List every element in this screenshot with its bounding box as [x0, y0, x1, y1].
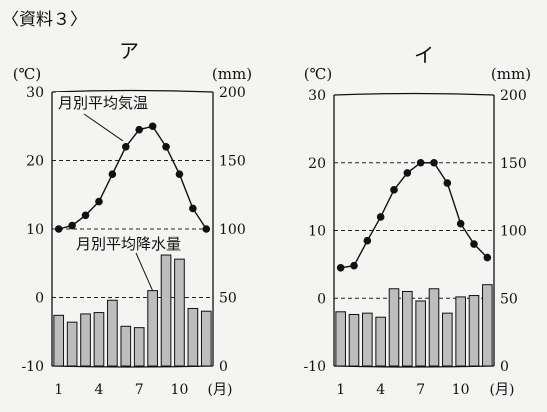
precip-bar — [335, 311, 346, 367]
precip-tick-label: 0 — [500, 359, 509, 375]
temp-tick-label: 20 — [308, 156, 326, 172]
month-tick-label: 4 — [376, 382, 385, 398]
temperature-point — [148, 122, 157, 131]
precip-tick-label: 200 — [500, 88, 527, 104]
month-tick-label: 4 — [94, 382, 103, 398]
temperature-point — [483, 253, 492, 262]
temp-tick-label: 10 — [26, 222, 44, 238]
temp-tick-label: 0 — [35, 291, 44, 307]
temperature-point — [135, 125, 144, 134]
month-tick-label: 7 — [416, 382, 425, 398]
month-tick-label: 10 — [171, 382, 189, 398]
temperature-point — [350, 261, 358, 270]
month-unit-label: (月) — [490, 382, 515, 398]
precip-bar — [482, 284, 493, 367]
precip-tick-label: 50 — [219, 291, 237, 307]
precip-tick-label: 50 — [500, 291, 518, 307]
month-tick-label: 1 — [336, 382, 345, 398]
temperature-point — [175, 170, 184, 178]
temperature-point — [202, 225, 211, 233]
temperature-point — [336, 263, 345, 272]
precip-bar — [428, 288, 440, 367]
temperature-point — [390, 186, 398, 194]
temperature-point — [443, 179, 452, 187]
precip-bar — [187, 307, 199, 367]
precip-series-label: 月別平均降水量 — [76, 235, 181, 253]
temperature-point — [456, 219, 465, 228]
temp-tick-label: 10 — [308, 224, 326, 240]
precip-tick-label: 150 — [219, 154, 246, 170]
precip-bar — [80, 313, 91, 367]
temp-unit-label: (℃) — [304, 65, 332, 83]
chart-title: イ — [414, 43, 434, 67]
temperature-point — [81, 211, 90, 220]
precip-bar — [200, 310, 212, 367]
frame-top — [51, 89, 214, 93]
precip-bar — [442, 312, 453, 367]
precip-tick-label: 150 — [500, 156, 527, 172]
precip-bar — [348, 314, 360, 367]
precip-bar — [468, 295, 480, 367]
temperature-point — [95, 197, 103, 206]
temperature-point — [54, 225, 63, 233]
temp-tick-label: 30 — [308, 88, 326, 104]
temperature-point — [189, 204, 197, 213]
precip-leader-line — [135, 252, 154, 291]
temp-tick-label: 30 — [26, 85, 44, 101]
temperature-point — [363, 236, 372, 245]
precip-bar — [53, 314, 65, 367]
temp-tick-label: 20 — [26, 154, 44, 170]
precip-bar — [402, 290, 413, 367]
temperature-point — [376, 213, 385, 221]
temperature-point — [162, 143, 170, 151]
precip-unit-label: (mm) — [212, 65, 252, 83]
precip-bar — [66, 321, 78, 367]
temperature-point — [68, 221, 76, 230]
month-tick-label: 1 — [54, 382, 63, 398]
label-bg — [56, 92, 181, 113]
temperature-point — [430, 158, 438, 167]
precip-bar — [120, 325, 132, 367]
precip-unit-label: (mm) — [491, 65, 531, 83]
precip-bar — [375, 316, 386, 367]
month-tick-label: 10 — [452, 382, 470, 398]
precip-bar — [174, 258, 185, 367]
precip-tick-label: 0 — [219, 359, 228, 375]
chart-title: ア — [119, 39, 139, 63]
precip-tick-label: 200 — [219, 85, 246, 101]
temperature-point — [108, 170, 117, 178]
precip-bar — [107, 299, 118, 367]
precip-tick-label: 100 — [500, 224, 527, 240]
precip-bar — [93, 312, 105, 367]
precip-bar — [415, 300, 426, 367]
temperature-point — [416, 158, 425, 167]
temperature-leader-line — [83, 113, 124, 142]
temperature-series-label: 月別平均気温 — [58, 94, 148, 112]
month-tick-label: 7 — [135, 382, 144, 398]
frame-top — [333, 92, 495, 96]
temperature-line — [340, 162, 488, 269]
temp-tick-label: -10 — [21, 359, 44, 375]
precip-bar — [160, 254, 172, 367]
precip-bar — [362, 312, 373, 367]
precip-tick-label: 100 — [219, 222, 246, 238]
temp-tick-label: -10 — [303, 359, 326, 375]
label-bg — [74, 233, 199, 253]
temperature-point — [470, 240, 478, 248]
precip-bar — [455, 296, 466, 367]
precip-bar — [388, 288, 400, 367]
temp-unit-label: (℃) — [13, 65, 41, 83]
temperature-point — [403, 169, 412, 177]
temperature-point — [121, 143, 130, 151]
temp-tick-label: 0 — [317, 291, 326, 307]
source-header: 〈資料３〉 — [2, 10, 87, 30]
precip-bar — [133, 327, 145, 367]
month-unit-label: (月) — [208, 382, 233, 398]
